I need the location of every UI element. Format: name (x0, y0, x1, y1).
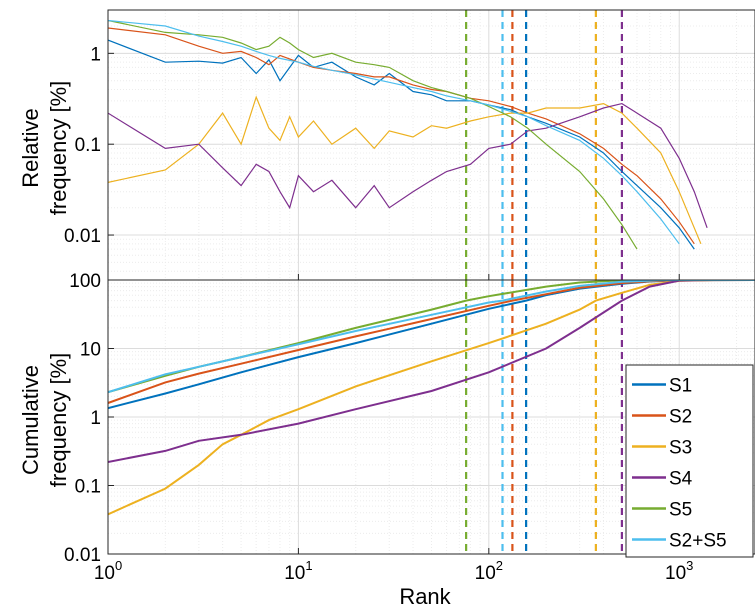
legend-label: S1 (669, 376, 692, 397)
legend-label: S4 (669, 469, 693, 490)
x-tick-label: 101 (284, 558, 312, 584)
y-tick-label: 100 (69, 271, 101, 292)
bottom-ylabel-line1: Cumulative (18, 365, 43, 475)
top-series (108, 19, 708, 250)
y-tick-label: 0.01 (64, 226, 101, 247)
y-tick-label: 0.01 (64, 545, 101, 566)
legend: S1 S2 S3 S4 S5 S2+S5 (625, 364, 754, 558)
top-ylabel-line2: frequency [%] (46, 81, 71, 216)
y-tick-label: 0.1 (75, 477, 101, 498)
x-tick-label: 103 (665, 558, 693, 584)
legend-label: S2+S5 (669, 531, 727, 552)
bottom-series (108, 280, 755, 516)
y-tick-label: 1 (90, 44, 101, 65)
top-ylabel-line1: Relative (18, 108, 43, 187)
bottom-reference-lines (465, 280, 624, 554)
x-tick-label: 100 (94, 558, 122, 584)
series-line-s2-s5 (108, 19, 680, 245)
top-reference-lines (465, 10, 624, 280)
y-tick-label: 10 (80, 340, 101, 361)
top-panel: 1 0.1 0.01 Relative frequency [%] (18, 9, 755, 281)
bottom-ylabel-line2: frequency [%] (46, 353, 71, 488)
y-tick-label: 0.1 (75, 135, 101, 156)
series-line-s3 (108, 280, 755, 516)
y-tick-label: 1 (90, 408, 101, 429)
series-line-s5 (108, 19, 638, 250)
legend-label: S5 (669, 500, 692, 521)
top-grid (107, 9, 755, 280)
legend-label: S2 (669, 407, 692, 428)
series-line-s2-s5 (108, 280, 755, 394)
series-line-s3 (108, 95, 702, 245)
series-line-s2 (108, 27, 695, 245)
series-line-s4 (108, 280, 755, 463)
series-line-s1 (108, 39, 695, 250)
legend-label: S3 (669, 438, 692, 459)
legend-box (625, 364, 754, 558)
xlabel: Rank (399, 584, 451, 609)
x-tick-label: 102 (475, 558, 503, 584)
series-line-s4 (108, 102, 708, 229)
